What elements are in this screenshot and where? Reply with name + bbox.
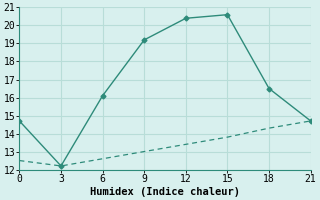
X-axis label: Humidex (Indice chaleur): Humidex (Indice chaleur) xyxy=(90,186,240,197)
